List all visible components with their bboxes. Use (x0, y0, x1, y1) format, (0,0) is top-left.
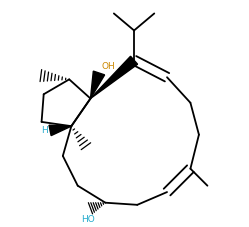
Polygon shape (90, 56, 138, 99)
Text: HO: HO (81, 215, 95, 225)
Polygon shape (90, 71, 105, 99)
Text: H: H (41, 126, 48, 135)
Text: OH: OH (101, 62, 115, 71)
Polygon shape (49, 125, 71, 136)
